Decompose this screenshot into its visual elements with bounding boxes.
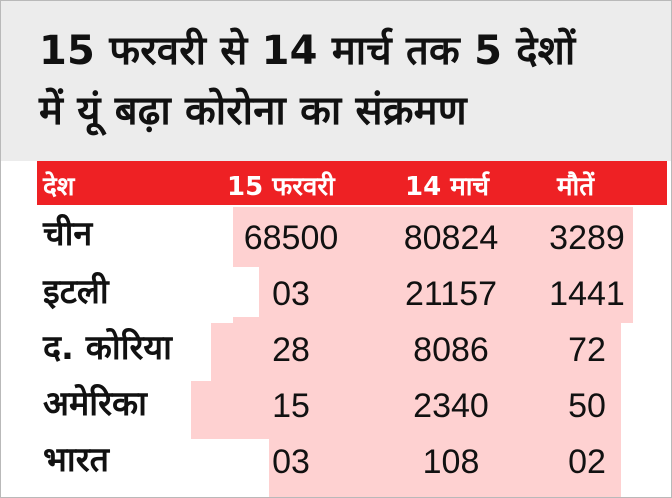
table-cell-feb15: 03 [272,275,310,313]
header-country: देश [43,172,75,202]
table-cell-feb15: 68500 [243,219,339,257]
row-shade-4 [191,381,621,439]
table-cell-mar14: 80824 [403,219,499,257]
row-shade-5 [269,435,621,497]
table-cell-deaths: 50 [568,387,606,425]
table-row-country: चीन [43,209,99,259]
headline-line-2: में यूं बढ़ा कोरोना का संक्रमण [39,88,467,134]
table-cell-mar14: 8086 [413,331,489,369]
table-row-country: भारत [43,435,115,485]
header-deaths: मौतें [557,172,595,202]
table-row-country: अमेरिका [43,379,153,429]
row-shade-2 [233,265,633,323]
table-cell-deaths: 3289 [549,219,625,257]
table-cell-mar14: 108 [422,443,480,481]
table-cell-deaths: 02 [568,443,606,481]
header-feb15: 15 फरवरी [227,172,335,202]
table-cell-feb15: 03 [272,443,310,481]
table-row-country: इटली [43,267,259,317]
table-cell-mar14: 21157 [404,275,498,313]
table-cell-feb15: 15 [272,387,310,425]
header-mar14: 14 मार्च [405,172,490,202]
headline-line-1: 15 फरवरी से 14 मार्च तक 5 देशों [39,28,576,74]
row-shade-1 [233,207,633,265]
row-shade-3 [211,323,621,381]
table-cell-mar14: 2340 [413,387,489,425]
table-cell-feb15: 28 [272,331,310,369]
table-header-row: देश 15 फरवरी 14 मार्च मौतें [37,161,667,205]
headline-block: 15 फरवरी से 14 मार्च तक 5 देशों में यूं … [1,1,671,161]
table-row-country: द. कोरिया [43,323,178,373]
table-cell-deaths: 1441 [549,275,625,313]
table-cell-deaths: 72 [568,331,606,369]
